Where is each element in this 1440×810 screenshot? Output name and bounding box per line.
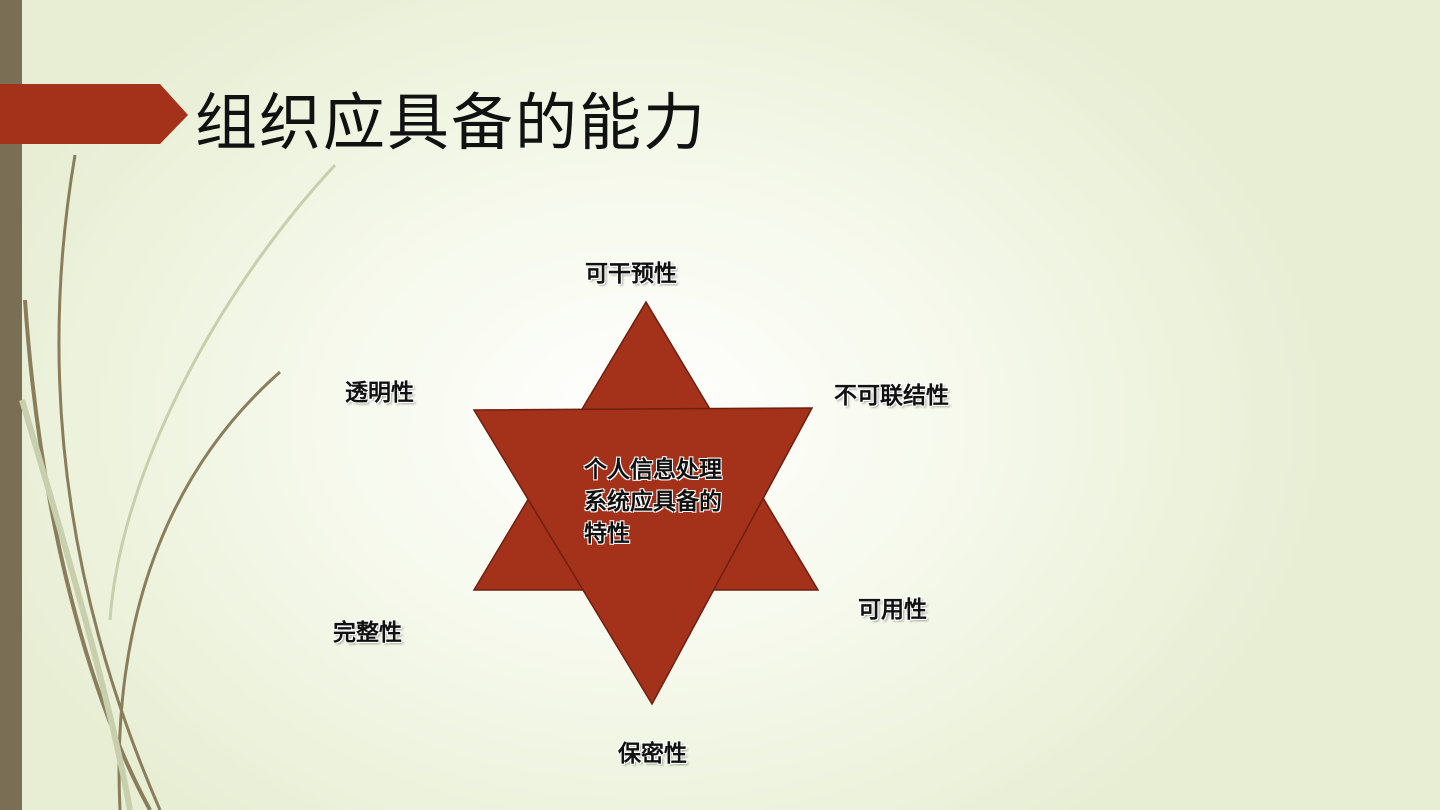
left-decorative-band bbox=[0, 0, 22, 810]
property-lower-right: 可用性 bbox=[858, 597, 927, 623]
property-upper-right: 不可联结性 bbox=[834, 383, 949, 409]
property-bottom: 保密性 bbox=[618, 741, 687, 767]
slide-title: 组织应具备的能力 bbox=[195, 86, 708, 159]
property-upper-left: 透明性 bbox=[345, 380, 414, 406]
star-downward-triangle bbox=[472, 407, 814, 706]
property-lower-left: 完整性 bbox=[333, 620, 402, 646]
property-top: 可干预性 bbox=[585, 261, 677, 287]
center-label: 个人信息处理系统应具备的特性 bbox=[584, 457, 722, 547]
title-arrow-shape bbox=[0, 84, 188, 144]
